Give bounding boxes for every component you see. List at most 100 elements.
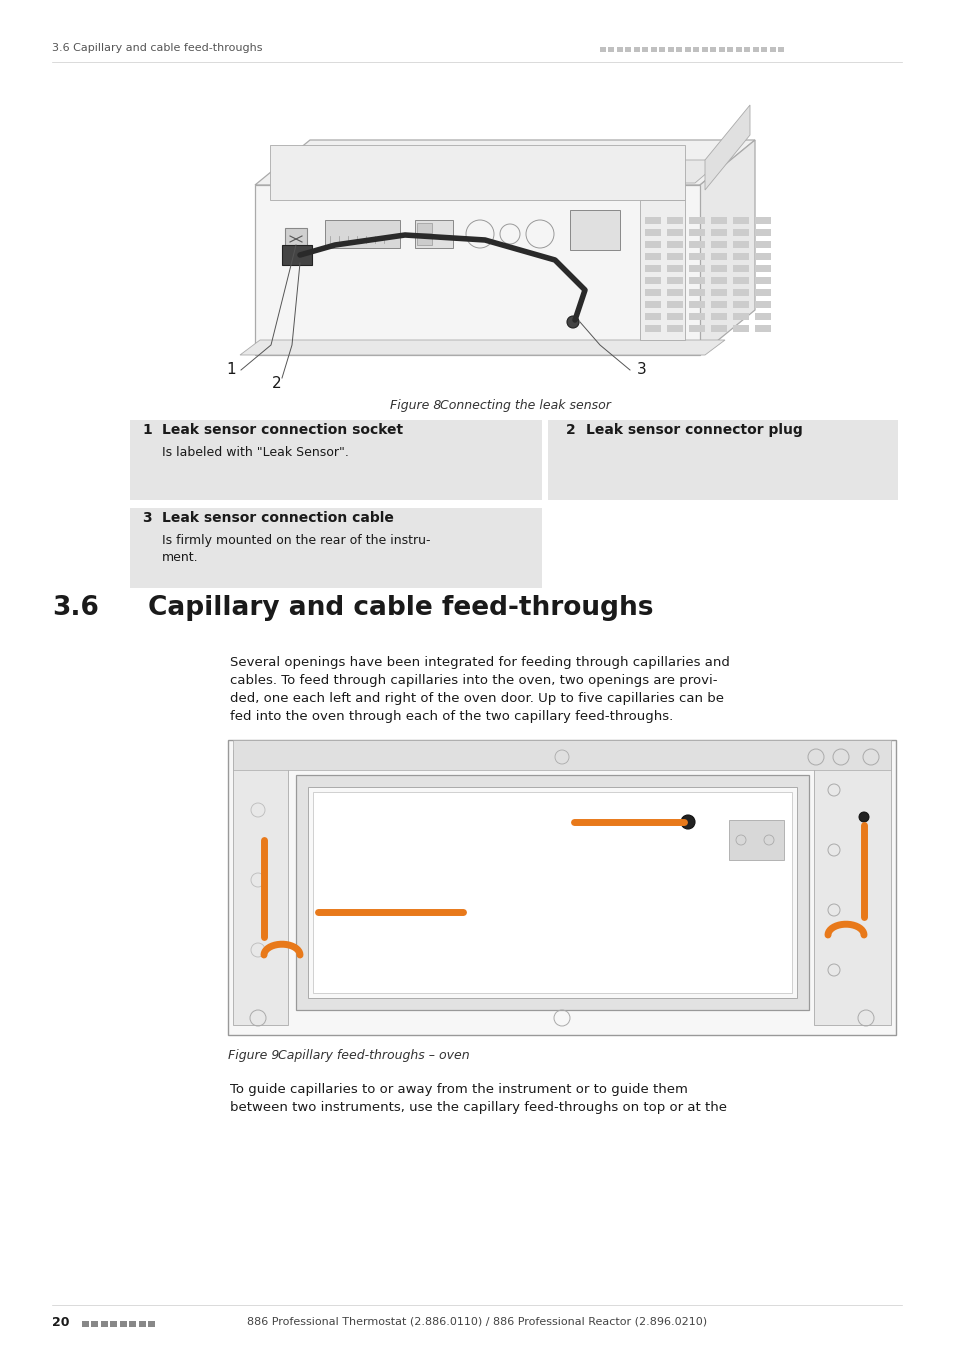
Bar: [754, 252, 770, 261]
Bar: [295, 775, 808, 1010]
Bar: [644, 289, 660, 296]
Bar: [813, 751, 890, 1025]
Text: 3: 3: [637, 363, 646, 378]
Bar: [754, 230, 770, 236]
Text: Is firmly mounted on the rear of the instru-: Is firmly mounted on the rear of the ins…: [162, 535, 430, 547]
Bar: [130, 420, 541, 500]
Text: 20: 20: [52, 1315, 70, 1328]
Bar: [666, 242, 682, 248]
Bar: [710, 217, 726, 224]
Bar: [752, 47, 759, 53]
Bar: [650, 47, 657, 53]
Text: 886 Professional Thermostat (2.886.0110) / 886 Professional Reactor (2.896.0210): 886 Professional Thermostat (2.886.0110)…: [247, 1318, 706, 1327]
Bar: [735, 47, 741, 53]
Bar: [666, 301, 682, 308]
Bar: [710, 325, 726, 332]
Bar: [308, 787, 796, 998]
Polygon shape: [254, 185, 700, 355]
Bar: [644, 277, 660, 284]
Polygon shape: [254, 140, 754, 185]
Text: 1: 1: [142, 423, 152, 437]
Bar: [710, 265, 726, 271]
Polygon shape: [240, 340, 724, 355]
Bar: [666, 313, 682, 320]
Text: 2: 2: [272, 377, 281, 392]
Bar: [667, 47, 673, 53]
Bar: [644, 230, 660, 236]
Bar: [82, 1322, 89, 1327]
Bar: [688, 289, 704, 296]
Text: 3: 3: [142, 512, 152, 525]
Bar: [710, 277, 726, 284]
Text: Capillary and cable feed-throughs: Capillary and cable feed-throughs: [148, 595, 653, 621]
Text: ded, one each left and right of the oven door. Up to five capillaries can be: ded, one each left and right of the oven…: [230, 693, 723, 705]
Bar: [688, 325, 704, 332]
Bar: [130, 1322, 136, 1327]
Bar: [693, 47, 699, 53]
Bar: [659, 47, 665, 53]
Bar: [732, 289, 748, 296]
Text: 3.6: 3.6: [52, 595, 99, 621]
Circle shape: [858, 811, 868, 822]
Text: 2: 2: [565, 423, 576, 437]
Bar: [569, 211, 619, 250]
Bar: [732, 313, 748, 320]
Bar: [91, 1322, 98, 1327]
Bar: [130, 508, 541, 589]
Bar: [233, 740, 890, 770]
Circle shape: [566, 316, 578, 328]
Bar: [728, 819, 783, 860]
Bar: [754, 217, 770, 224]
Bar: [743, 47, 750, 53]
Text: 1: 1: [226, 363, 235, 378]
Bar: [688, 301, 704, 308]
Text: Figure 9: Figure 9: [228, 1049, 279, 1061]
Circle shape: [680, 815, 695, 829]
Bar: [754, 325, 770, 332]
Bar: [710, 252, 726, 261]
Bar: [634, 47, 639, 53]
Bar: [228, 740, 895, 1035]
Bar: [644, 325, 660, 332]
Bar: [732, 217, 748, 224]
Bar: [641, 47, 648, 53]
Text: Figure 8: Figure 8: [390, 398, 441, 412]
Bar: [644, 265, 660, 271]
Bar: [415, 220, 453, 248]
Bar: [732, 242, 748, 248]
Polygon shape: [274, 161, 509, 184]
Bar: [282, 244, 312, 265]
Bar: [416, 235, 432, 244]
Bar: [710, 242, 726, 248]
Bar: [666, 277, 682, 284]
Bar: [732, 252, 748, 261]
Bar: [270, 144, 684, 200]
Bar: [666, 325, 682, 332]
Bar: [644, 252, 660, 261]
Bar: [710, 301, 726, 308]
Bar: [666, 289, 682, 296]
Bar: [608, 47, 614, 53]
Bar: [139, 1322, 146, 1327]
Bar: [233, 751, 288, 1025]
Bar: [149, 1322, 155, 1327]
Text: fed into the oven through each of the two capillary feed-throughs.: fed into the oven through each of the tw…: [230, 710, 673, 724]
Bar: [666, 230, 682, 236]
Bar: [688, 242, 704, 248]
Bar: [778, 47, 783, 53]
Text: cables. To feed through capillaries into the oven, two openings are provi-: cables. To feed through capillaries into…: [230, 674, 717, 687]
Text: ment.: ment.: [162, 551, 198, 564]
Bar: [101, 1322, 108, 1327]
Bar: [313, 792, 791, 994]
Polygon shape: [486, 161, 721, 184]
Text: Leak sensor connection cable: Leak sensor connection cable: [162, 512, 394, 525]
Bar: [688, 265, 704, 271]
Bar: [644, 313, 660, 320]
Bar: [325, 220, 399, 248]
Bar: [111, 1322, 117, 1327]
Bar: [644, 217, 660, 224]
Bar: [719, 47, 724, 53]
Bar: [754, 265, 770, 271]
Text: Leak sensor connector plug: Leak sensor connector plug: [585, 423, 801, 437]
Bar: [732, 325, 748, 332]
